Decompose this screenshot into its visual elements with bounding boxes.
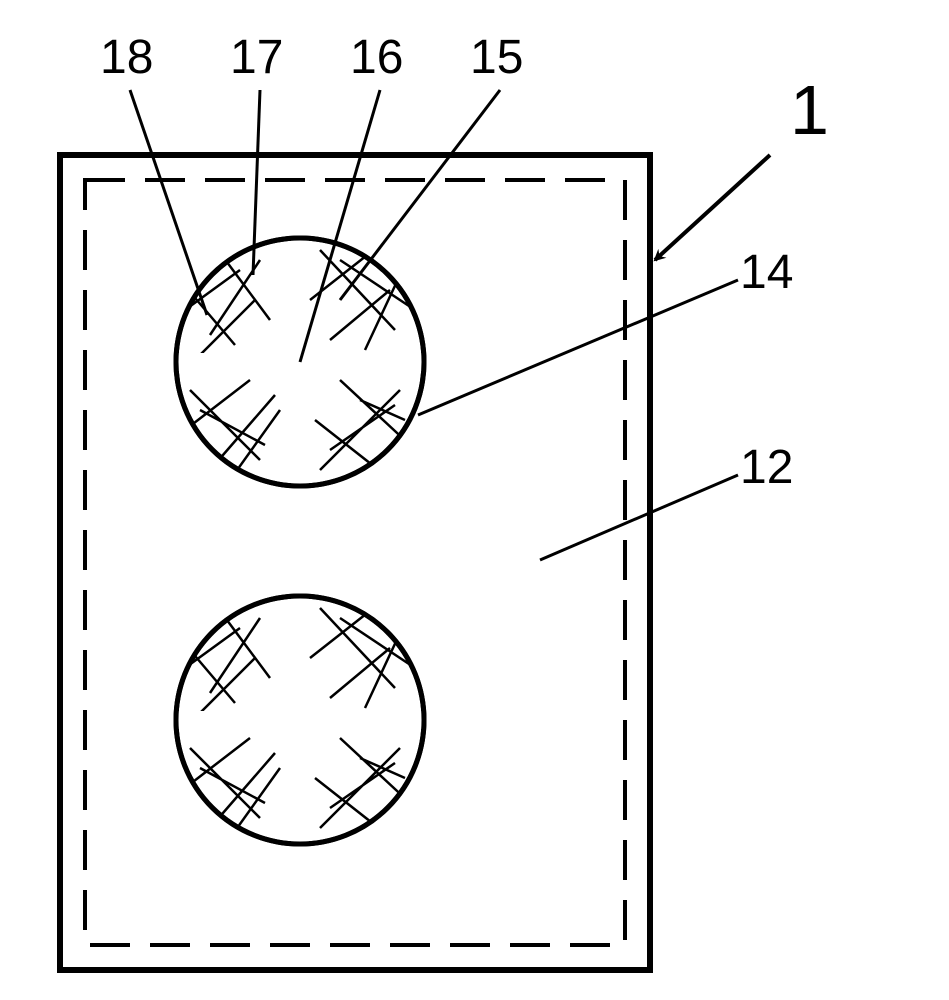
label-16: 16	[350, 30, 403, 85]
label-18: 18	[100, 30, 153, 85]
label-17: 17	[230, 30, 283, 85]
label-14: 14	[740, 245, 793, 300]
label-1: 1	[790, 70, 829, 150]
circle-lower	[176, 596, 424, 844]
label-15: 15	[470, 30, 523, 85]
diagram-svg	[0, 0, 949, 1000]
label-12: 12	[740, 440, 793, 495]
